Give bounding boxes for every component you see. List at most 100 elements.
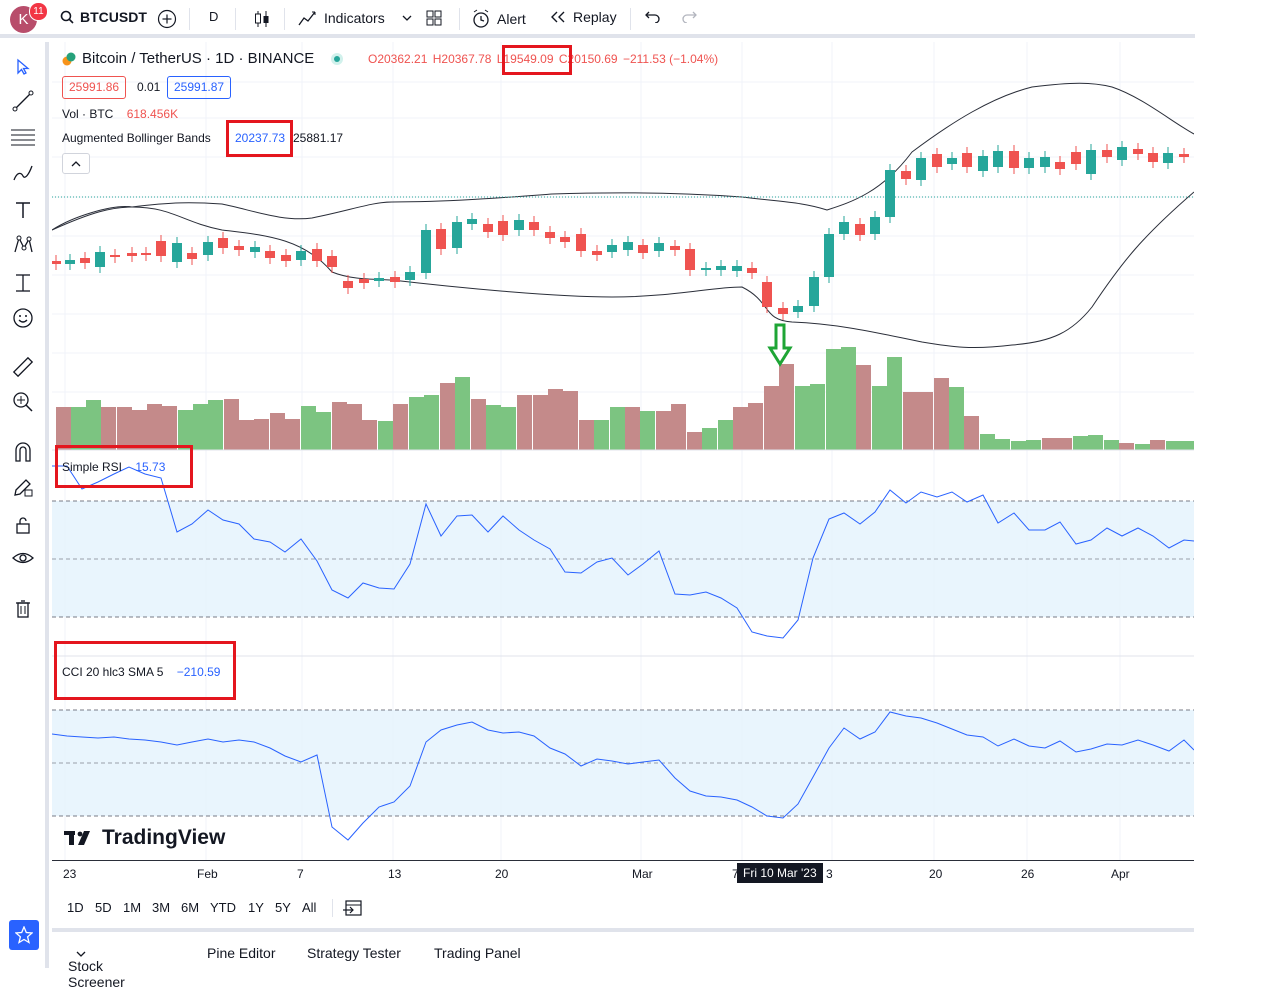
- ruler-icon: [12, 356, 34, 378]
- range-1m[interactable]: 1M: [123, 900, 142, 915]
- tab-stock-screener[interactable]: Stock Screener: [68, 945, 125, 990]
- redo-button[interactable]: [680, 9, 698, 23]
- sell-button[interactable]: 25991.86: [62, 76, 127, 99]
- text-icon: [16, 202, 30, 218]
- volume-bar: [841, 347, 856, 450]
- candle-body: [916, 158, 926, 180]
- fib-tool[interactable]: [10, 124, 36, 150]
- lock-tool[interactable]: [10, 512, 36, 538]
- volume-bar: [1181, 441, 1194, 450]
- candle-body: [793, 306, 803, 312]
- volume-bar: [934, 378, 949, 450]
- candle-body: [390, 277, 400, 282]
- candle-body: [95, 252, 105, 267]
- range-5d[interactable]: 5D: [95, 900, 112, 915]
- star-icon: [15, 926, 33, 944]
- interval-button[interactable]: D: [209, 9, 219, 24]
- range-6m[interactable]: 6M: [181, 900, 200, 915]
- bb-legend[interactable]: Augmented Bollinger Bands: [62, 131, 211, 145]
- zoom-tool[interactable]: [10, 389, 36, 415]
- range-1d[interactable]: 1D: [67, 900, 84, 915]
- symbol-legend[interactable]: Bitcoin / TetherUS · 1D · BINANCE: [62, 50, 344, 67]
- volume-bar: [980, 434, 995, 450]
- emoji-tool[interactable]: [10, 305, 36, 331]
- chevron-up-icon: [71, 160, 81, 166]
- rsi-value: 15.73: [135, 460, 166, 474]
- spread-value: 0.01: [137, 80, 161, 94]
- ohlc-values: O20362.21 H20367.78 L19549.09 C20150.69 …: [368, 52, 718, 66]
- pattern-tool[interactable]: [10, 232, 36, 258]
- lock-drawing-tool[interactable]: [10, 474, 36, 500]
- range-1y[interactable]: 1Y: [248, 900, 264, 915]
- visibility-tool[interactable]: [10, 545, 36, 571]
- favorites-button[interactable]: [9, 920, 39, 950]
- volume-bar: [625, 407, 640, 450]
- text-tool[interactable]: [10, 197, 36, 223]
- indicators-button[interactable]: Indicators: [298, 9, 413, 27]
- tab-strategy-tester[interactable]: Strategy Tester: [307, 945, 401, 961]
- measure-tool[interactable]: [10, 270, 36, 296]
- volume-bar: [810, 384, 825, 450]
- volume-bar: [1073, 436, 1088, 450]
- candle-body: [452, 222, 462, 248]
- separator: [235, 8, 236, 30]
- range-ytd[interactable]: YTD: [210, 900, 236, 915]
- range-3m[interactable]: 3M: [152, 900, 171, 915]
- candle-body: [296, 251, 306, 260]
- volume-bar: [117, 407, 132, 450]
- layout-button[interactable]: [425, 9, 443, 27]
- drawing-toolbar: [0, 42, 49, 968]
- ruler-tool[interactable]: [10, 354, 36, 380]
- tab-pine-editor[interactable]: Pine Editor: [207, 945, 276, 961]
- calendar-arrow-icon: [343, 900, 362, 916]
- volume-bar: [656, 411, 671, 450]
- volume-bar: [579, 420, 594, 450]
- compare-symbol-button[interactable]: [157, 9, 177, 29]
- buy-button[interactable]: 25991.87: [167, 76, 232, 99]
- cursor-tool[interactable]: [10, 54, 36, 80]
- fib-icon: [11, 129, 35, 146]
- remove-drawings-tool[interactable]: [10, 596, 36, 622]
- bollinger-bands: [52, 82, 1194, 349]
- alert-button[interactable]: Alert: [471, 9, 526, 29]
- candle-body: [1102, 150, 1112, 157]
- trendline-tool[interactable]: [10, 88, 36, 114]
- range-5y[interactable]: 5Y: [275, 900, 291, 915]
- brush-tool[interactable]: [10, 160, 36, 186]
- date-range-bar: 1D 5D 1M 3M 6M YTD 1Y 5Y All: [52, 893, 1194, 923]
- candle-body: [885, 170, 895, 217]
- volume-legend[interactable]: Vol · BTC 618.456K: [62, 107, 179, 121]
- rsi-legend[interactable]: Simple RSI 15.73: [62, 460, 166, 474]
- goto-date-button[interactable]: [343, 897, 363, 920]
- candle-body: [560, 237, 570, 242]
- candle-body: [1040, 157, 1050, 167]
- undo-button[interactable]: [644, 9, 662, 23]
- volume-bar: [795, 386, 810, 450]
- bottom-panel-tabs: Stock Screener Pine Editor Strategy Test…: [52, 928, 1194, 990]
- candle-body: [514, 220, 524, 230]
- candle-body: [110, 255, 120, 257]
- bb-value-lower: 25881.17: [293, 131, 344, 145]
- range-all[interactable]: All: [302, 900, 317, 915]
- candle-body: [498, 221, 508, 235]
- candle-body: [529, 222, 539, 230]
- volume-bar: [86, 400, 101, 450]
- candle-body: [281, 255, 291, 261]
- volume-bar: [610, 407, 625, 450]
- tab-trading-panel[interactable]: Trading Panel: [434, 945, 521, 961]
- symbol-search[interactable]: BTCUSDT: [60, 9, 147, 25]
- time-axis[interactable]: 23 Feb 7 13 20 Mar 7 3 20 26 Apr Fri 10 …: [52, 860, 1194, 889]
- cci-legend[interactable]: CCI 20 hlc3 SMA 5 −210.59: [62, 665, 221, 679]
- chart-canvas[interactable]: [52, 42, 1194, 860]
- candle-body: [947, 158, 957, 164]
- replay-button[interactable]: Replay: [549, 9, 617, 25]
- time-label: 26: [1021, 867, 1035, 881]
- chart-type-button[interactable]: [253, 9, 271, 29]
- measure-icon: [16, 274, 30, 292]
- magnet-tool[interactable]: [10, 439, 36, 465]
- volume-bar: [285, 419, 300, 450]
- volume-bar: [1042, 438, 1057, 450]
- candle-body: [592, 251, 602, 255]
- market-open-icon: [331, 52, 344, 65]
- collapse-legend-button[interactable]: [62, 153, 90, 174]
